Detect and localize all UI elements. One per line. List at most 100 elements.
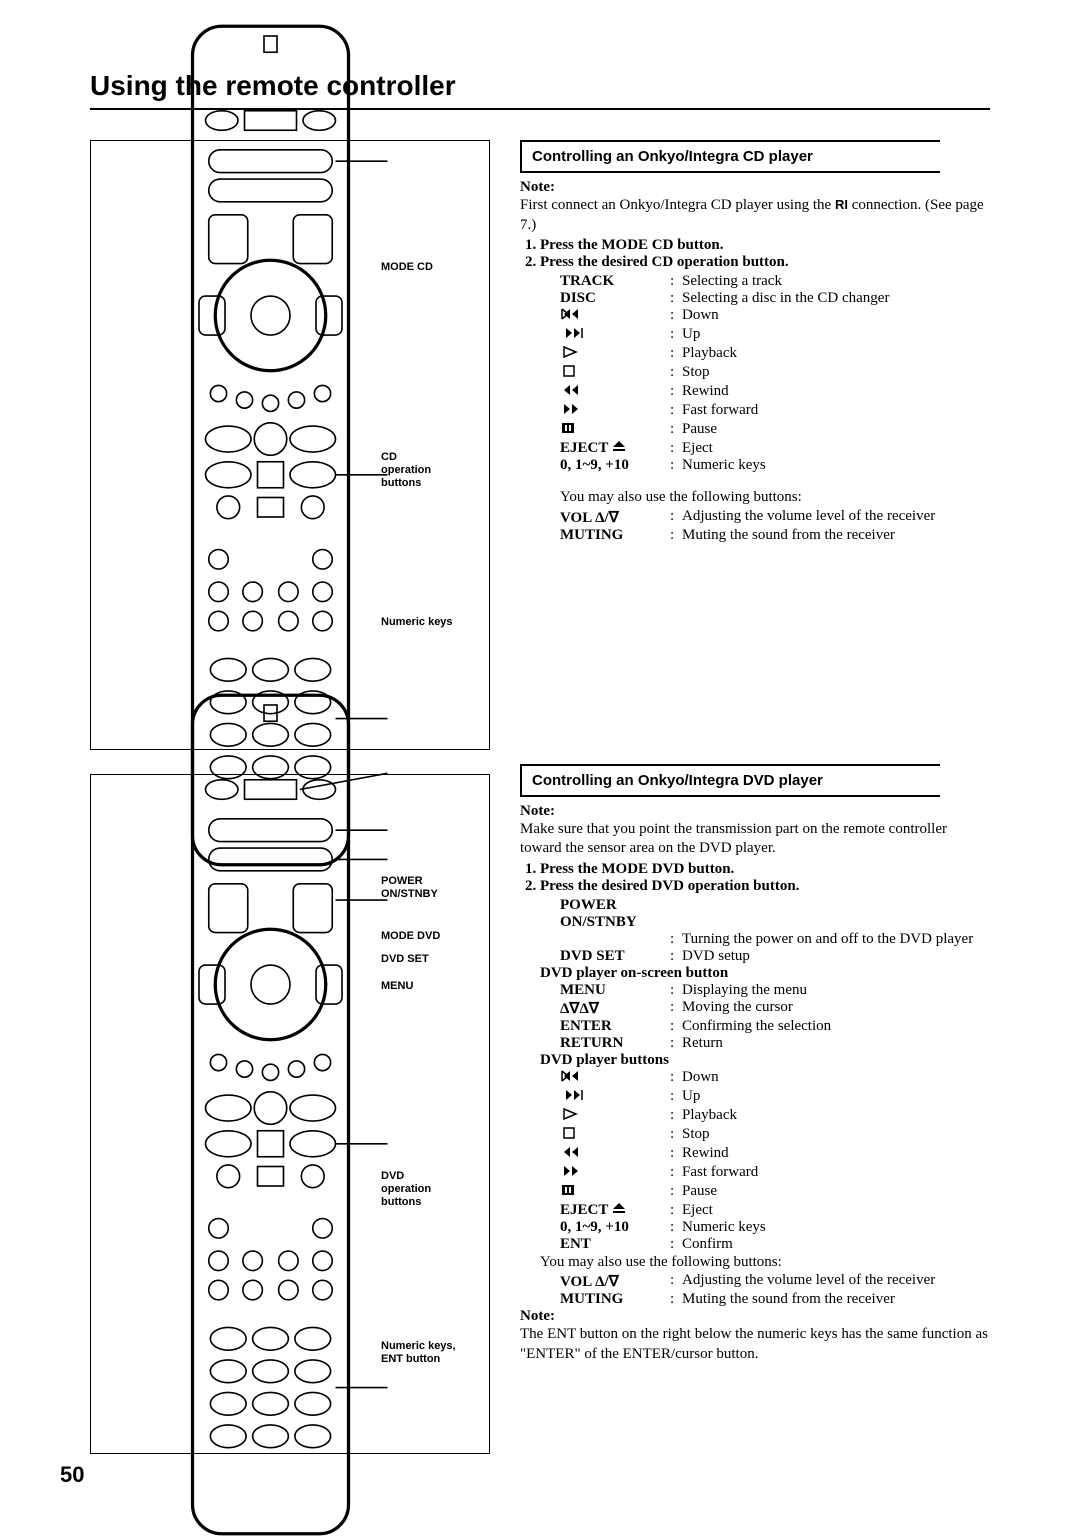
callout-numeric-ent: Numeric keys, ENT button bbox=[381, 1340, 456, 1366]
def-row: :Stop bbox=[560, 364, 990, 383]
def-val: Eject bbox=[682, 440, 990, 457]
colon: : bbox=[670, 527, 682, 544]
colon: : bbox=[670, 1069, 682, 1088]
def-row: :Rewind bbox=[560, 1145, 990, 1164]
cd-also-table: VOL Δ/∇:Adjusting the volume level of th… bbox=[560, 508, 990, 544]
def-row: 0, 1~9, +10:Numeric keys bbox=[560, 457, 990, 474]
def-val: Confirm bbox=[682, 1236, 990, 1253]
rewind-icon bbox=[560, 383, 584, 402]
def-val: Numeric keys bbox=[682, 1219, 990, 1236]
def-row: :Playback bbox=[560, 1107, 990, 1126]
colon: : bbox=[670, 1035, 682, 1052]
up-icon bbox=[560, 1088, 584, 1107]
def-key bbox=[560, 1107, 670, 1126]
def-val: Pause bbox=[682, 421, 990, 440]
def-key: DISC bbox=[560, 290, 670, 307]
def-val: Fast forward bbox=[682, 402, 990, 421]
def-val: Rewind bbox=[682, 1145, 990, 1164]
ff-icon bbox=[560, 1164, 584, 1183]
def-row: :Stop bbox=[560, 1126, 990, 1145]
dvd-heading: Controlling an Onkyo/Integra DVD player bbox=[520, 764, 940, 797]
cd-steps: Press the MODE CD button. Press the desi… bbox=[540, 237, 990, 271]
def-row: :Down bbox=[560, 1069, 990, 1088]
up-icon bbox=[560, 326, 584, 345]
def-val: Fast forward bbox=[682, 1164, 990, 1183]
down-icon bbox=[560, 1069, 584, 1088]
def-key: RETURN bbox=[560, 1035, 670, 1052]
colon: : bbox=[670, 440, 682, 457]
def-row: DISC:Selecting a disc in the CD changer bbox=[560, 290, 990, 307]
def-val: Return bbox=[682, 1035, 990, 1052]
def-key bbox=[560, 1069, 670, 1088]
def-row: :Up bbox=[560, 1088, 990, 1107]
def-row: VOL Δ/∇:Adjusting the volume level of th… bbox=[560, 1272, 990, 1291]
dvd-note2: The ENT button on the right below the nu… bbox=[520, 1325, 990, 1364]
colon: : bbox=[670, 1219, 682, 1236]
dvd-step-1: Press the MODE DVD button. bbox=[540, 861, 990, 878]
dvd-onscreen-table: MENU:Displaying the menuΔ∇Δ∇:Moving the … bbox=[560, 982, 990, 1052]
cd-def-table: TRACK:Selecting a trackDISC:Selecting a … bbox=[560, 273, 990, 474]
def-key: MENU bbox=[560, 982, 670, 999]
dvd-intro: Make sure that you point the transmissio… bbox=[520, 820, 990, 859]
down-icon bbox=[560, 307, 584, 326]
def-val: Muting the sound from the receiver bbox=[682, 527, 990, 544]
def-key: EJECT bbox=[560, 1202, 670, 1219]
remote-svg-dvd bbox=[160, 692, 420, 1537]
right-column: Controlling an Onkyo/Integra CD player N… bbox=[520, 140, 990, 1454]
def-val: Muting the sound from the receiver bbox=[682, 1291, 990, 1308]
def-val: Selecting a disc in the CD changer bbox=[682, 290, 990, 307]
def-row: RETURN:Return bbox=[560, 1035, 990, 1052]
def-val: Numeric keys bbox=[682, 457, 990, 474]
def-key: 0, 1~9, +10 bbox=[560, 1219, 670, 1236]
colon: : bbox=[670, 982, 682, 999]
def-row: VOL Δ/∇:Adjusting the volume level of th… bbox=[560, 508, 990, 527]
colon: : bbox=[670, 1183, 682, 1202]
callout-cd-ops: CD operation buttons bbox=[381, 451, 431, 491]
stop-icon bbox=[560, 364, 584, 383]
colon: : bbox=[670, 1018, 682, 1035]
def-row: EJECT :Eject bbox=[560, 1202, 990, 1219]
colon: : bbox=[670, 1088, 682, 1107]
def-val: Selecting a track bbox=[682, 273, 990, 290]
colon: : bbox=[670, 1272, 682, 1291]
def-val: Displaying the menu bbox=[682, 982, 990, 999]
def-val: Rewind bbox=[682, 383, 990, 402]
colon: : bbox=[670, 999, 682, 1018]
dvd-steps: Press the MODE DVD button. Press the des… bbox=[540, 861, 990, 895]
def-val: Playback bbox=[682, 345, 990, 364]
callout-numeric: Numeric keys bbox=[381, 616, 453, 629]
def-key bbox=[560, 345, 670, 364]
cd-intro-text: First connect an Onkyo/Integra CD player… bbox=[520, 197, 835, 213]
def-val: Pause bbox=[682, 1183, 990, 1202]
def-row: :Down bbox=[560, 307, 990, 326]
play-icon bbox=[560, 1107, 584, 1126]
def-row: MUTING:Muting the sound from the receive… bbox=[560, 1291, 990, 1308]
def-val: Adjusting the volume level of the receiv… bbox=[682, 1272, 990, 1291]
def-key bbox=[560, 1126, 670, 1145]
def-row: EJECT :Eject bbox=[560, 440, 990, 457]
cd-step-2: Press the desired CD operation button. bbox=[540, 254, 990, 271]
dvd-power-row: POWER ON/STNBY :Turning the power on and… bbox=[560, 897, 990, 965]
def-row: Δ∇Δ∇:Moving the cursor bbox=[560, 999, 990, 1018]
colon: : bbox=[670, 1107, 682, 1126]
def-row: ENTER:Confirming the selection bbox=[560, 1018, 990, 1035]
dvd-dvdset-k: DVD SET bbox=[560, 948, 670, 965]
colon: : bbox=[670, 1236, 682, 1253]
ri-icon: RI bbox=[835, 197, 848, 214]
def-key: ENTER bbox=[560, 1018, 670, 1035]
def-val: Stop bbox=[682, 364, 990, 383]
colon: : bbox=[670, 1202, 682, 1219]
colon: : bbox=[670, 273, 682, 290]
callout-mode-cd: MODE CD bbox=[381, 261, 433, 274]
ff-icon bbox=[560, 402, 584, 421]
dvd-power-head: POWER ON/STNBY bbox=[560, 897, 670, 931]
colon: : bbox=[670, 1291, 682, 1308]
def-row: ENT:Confirm bbox=[560, 1236, 990, 1253]
def-key bbox=[560, 421, 670, 440]
def-key: ENT bbox=[560, 1236, 670, 1253]
stop-icon bbox=[560, 1126, 584, 1145]
def-row: :Fast forward bbox=[560, 402, 990, 421]
def-row: :Fast forward bbox=[560, 1164, 990, 1183]
colon: : bbox=[670, 364, 682, 383]
def-key bbox=[560, 1145, 670, 1164]
